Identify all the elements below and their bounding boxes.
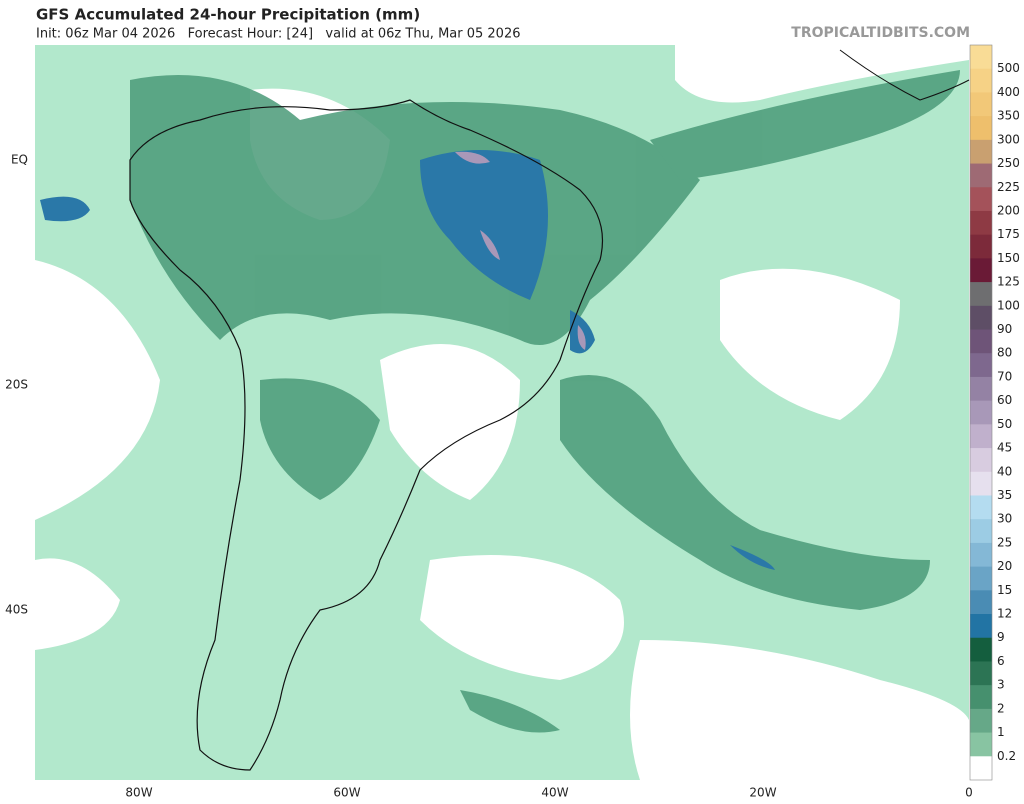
colorbar-cell [970, 685, 992, 710]
colorbar-cell [970, 756, 992, 781]
site-label: TROPICALTIDBITS.COM [791, 25, 970, 41]
colorbar-label: 15 [997, 583, 1012, 597]
rain-areas [130, 70, 960, 733]
colorbar-label: 35 [997, 488, 1012, 502]
colorbar-label: 200 [997, 203, 1020, 217]
colorbar-label: 125 [997, 275, 1020, 289]
colorbar-cell [970, 282, 992, 307]
colorbar-cell [970, 234, 992, 259]
colorbar-label: 12 [997, 607, 1012, 621]
colorbar-label: 250 [997, 156, 1020, 170]
title: GFS Accumulated 24-hour Precipitation (m… [36, 6, 420, 24]
colorbar-label: 2 [997, 701, 1005, 715]
colorbar-label: 6 [997, 654, 1005, 668]
colorbar-cell [970, 424, 992, 449]
colorbar-cell [970, 187, 992, 212]
colorbar-cell [970, 376, 992, 402]
colorbar-cell [970, 614, 992, 639]
colorbar-label: 225 [997, 180, 1020, 194]
colorbar-label: 90 [997, 322, 1012, 336]
colorbar-label: 3 [997, 678, 1005, 692]
colorbar-label: 40 [997, 464, 1012, 478]
colorbar-label: 150 [997, 251, 1020, 265]
lat-label: 20S [5, 378, 28, 392]
colorbar-label: 50 [997, 417, 1012, 431]
colorbar-label: 45 [997, 441, 1012, 455]
lon-label: 0 [965, 786, 973, 800]
colorbar-cell [970, 708, 992, 734]
colorbar-label: 30 [997, 512, 1012, 526]
colorbar-label: 60 [997, 393, 1012, 407]
colorbar-label: 25 [997, 535, 1012, 549]
colorbar-label: 500 [997, 61, 1020, 75]
colorbar-cell [970, 305, 992, 331]
extreme-rain [455, 151, 586, 350]
colorbar-cell [970, 68, 992, 93]
colorbar-label: 100 [997, 298, 1020, 312]
colorbar-cell [970, 45, 992, 70]
colorbar-cell [970, 661, 992, 686]
lat-label: EQ [11, 153, 28, 167]
continent-outline [129, 99, 604, 771]
colorbar-cell [970, 519, 992, 544]
colorbar-label: 300 [997, 132, 1020, 146]
colorbar-label: 400 [997, 85, 1020, 99]
lon-label: 20W [749, 786, 776, 800]
colorbar: 5004003503002502252001751501251009080706… [969, 44, 1020, 781]
map [35, 45, 970, 780]
lon-label: 80W [125, 786, 152, 800]
colorbar-label: 0.2 [997, 749, 1016, 763]
colorbar-cell [970, 163, 992, 188]
colorbar-cell [970, 353, 992, 378]
colorbar-label: 9 [997, 630, 1005, 644]
colorbar-label: 175 [997, 227, 1020, 241]
colorbar-label: 1 [997, 725, 1005, 739]
colorbar-cell [970, 448, 992, 473]
colorbar-cell [970, 471, 992, 496]
lat-label: 40S [5, 603, 28, 617]
colorbar-label: 20 [997, 559, 1012, 573]
colorbar-cell [970, 566, 992, 591]
colorbar-cell [970, 590, 992, 615]
colorbar-frame [969, 44, 993, 781]
colorbar-cell [970, 495, 992, 520]
colorbar-cell [970, 732, 992, 757]
africa-outline [839, 49, 970, 101]
colorbar-label: 80 [997, 346, 1012, 360]
colorbar-cell [970, 542, 992, 568]
colorbar-cell [970, 210, 992, 236]
lon-label: 40W [541, 786, 568, 800]
colorbar-cell [970, 139, 992, 165]
colorbar-label: 350 [997, 109, 1020, 123]
colorbar-cell [970, 92, 992, 117]
lon-label: 60W [333, 786, 360, 800]
colorbar-cell [970, 637, 992, 662]
colorbar-cell [970, 258, 992, 283]
colorbar-label: 70 [997, 369, 1012, 383]
colorbar-cell [970, 329, 992, 354]
subtitle: Init: 06z Mar 04 2026 Forecast Hour: [24… [36, 27, 521, 42]
map-labels: EQ 20S 40S 80W 60W 40W 20W 0 [5, 153, 973, 800]
colorbar-cell [970, 116, 992, 141]
colorbar-cell [970, 400, 992, 425]
